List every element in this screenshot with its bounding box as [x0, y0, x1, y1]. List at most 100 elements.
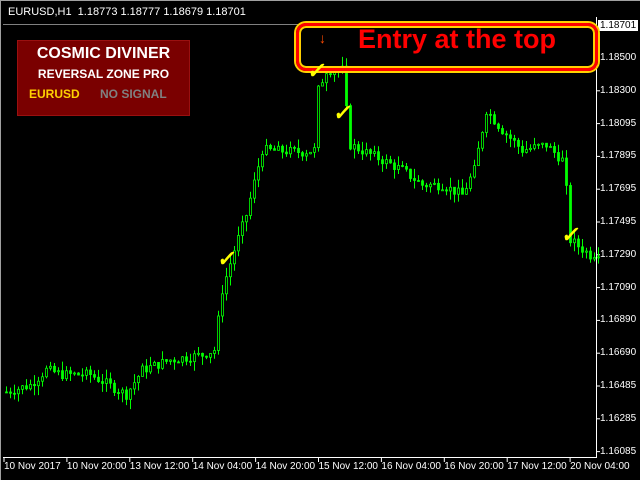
candle-body [409, 168, 412, 179]
time-tick-label: 15 Nov 12:00 [318, 461, 379, 472]
down-arrow-icon: ↓ [319, 30, 326, 46]
candle-body [245, 215, 248, 223]
time-tick-label: 20 Nov 04:00 [570, 461, 630, 472]
candle-body [125, 389, 128, 400]
candle-body [577, 238, 580, 248]
candle-body [293, 146, 296, 149]
candle-body [521, 145, 524, 153]
candle-body [489, 113, 492, 116]
candle-body [401, 165, 404, 167]
candle-body [369, 149, 372, 154]
time-tick-label: 16 Nov 20:00 [444, 461, 504, 472]
time-tick-label: 10 Nov 2017 [4, 461, 61, 472]
candle-body [209, 353, 212, 358]
candle-body [129, 388, 132, 400]
candle-body [593, 257, 596, 260]
candle-body [189, 360, 192, 363]
candle-body [221, 293, 224, 317]
candle-body [225, 276, 228, 295]
candle-body [33, 384, 36, 387]
candle-body [53, 365, 56, 373]
candle-body [485, 113, 488, 133]
candle-body [553, 146, 556, 153]
indicator-title: COSMIC DIVINER [36, 45, 171, 62]
candle-body [597, 256, 600, 259]
candle-body [581, 246, 584, 253]
price-tick-label: 1.17090 [600, 281, 637, 293]
candle-body [69, 370, 72, 374]
candle-body [433, 182, 436, 185]
candle-body [421, 180, 424, 186]
candle-body [65, 370, 68, 380]
candle-body [501, 128, 504, 135]
candle-body [509, 134, 512, 139]
candle-body [377, 151, 380, 161]
candle-body [417, 180, 420, 182]
candle-body [541, 142, 544, 145]
candle-body [93, 374, 96, 378]
candle-body [169, 359, 172, 362]
candle-body [313, 147, 316, 153]
candle-body [569, 185, 572, 244]
candle-body [297, 147, 300, 153]
candle-body [465, 188, 468, 195]
candle-body [361, 150, 364, 155]
candle-body [373, 151, 376, 154]
price-tick-label: 1.18300 [600, 84, 637, 96]
candle-body [101, 381, 104, 384]
candle-body [281, 145, 284, 153]
indicator-panel: COSMIC DIVINER REVERSAL ZONE PRO EURUSD … [17, 40, 190, 116]
candle-body [301, 152, 304, 157]
candle-body [229, 263, 232, 278]
candle-body [449, 186, 452, 192]
candle-body [173, 359, 176, 363]
candle-body [429, 183, 432, 188]
candle-body [445, 189, 448, 192]
time-tick-label: 16 Nov 04:00 [381, 461, 441, 472]
candle-body [405, 166, 408, 170]
entry-callout-box [296, 23, 598, 71]
candle-body [393, 162, 396, 170]
candle-body [73, 372, 76, 375]
candle-body [213, 350, 216, 354]
candle-body [5, 391, 8, 394]
candle-body [13, 392, 16, 395]
candle-body [441, 189, 444, 192]
candle-body [161, 359, 164, 369]
candle-body [45, 367, 48, 378]
candle-body [117, 392, 120, 394]
candle-body [525, 149, 528, 153]
candle-body [453, 186, 456, 195]
candle-body [233, 250, 236, 265]
candle-body [349, 105, 352, 150]
candle-body [309, 151, 312, 155]
candle-body [49, 365, 52, 369]
candle-body [9, 391, 12, 394]
candle-body [81, 374, 84, 377]
price-tick-label: 1.16285 [600, 412, 637, 424]
candle-body [133, 382, 136, 390]
candle-body [425, 184, 428, 188]
candle-body [105, 378, 108, 384]
price-tick-label: 1.16890 [600, 314, 637, 326]
candle-body [141, 365, 144, 377]
candle-body [469, 176, 472, 189]
candle-body [385, 159, 388, 165]
entry-callout-text: Entry at the top [358, 24, 557, 54]
candle-body [25, 385, 28, 390]
candle-body [109, 378, 112, 384]
candle-body [437, 182, 440, 191]
candle-body [505, 133, 508, 136]
candle-body [557, 152, 560, 162]
time-tick-label: 10 Nov 20:00 [66, 461, 127, 472]
plot-area[interactable] [3, 17, 597, 458]
candle-body [561, 157, 564, 162]
candle-body [517, 139, 520, 147]
candle-body [285, 151, 288, 155]
candle-body [205, 355, 208, 358]
time-tick-label: 17 Nov 12:00 [507, 461, 567, 472]
candle-body [365, 149, 368, 155]
candle-body [481, 132, 484, 149]
candle-body [329, 73, 332, 76]
